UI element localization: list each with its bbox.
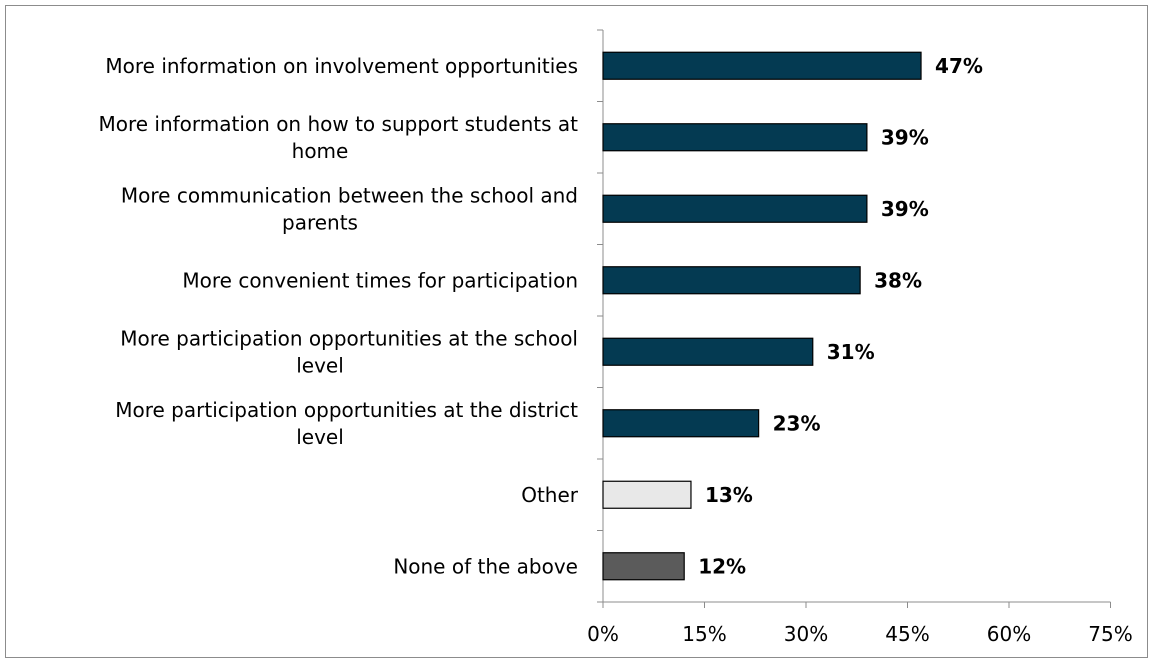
- bar: [602, 480, 692, 509]
- category-label: None of the above: [393, 554, 578, 578]
- category-label: home: [292, 139, 349, 163]
- bar: [602, 552, 685, 581]
- data-label: 47%: [935, 54, 983, 78]
- x-tick-label: 45%: [885, 622, 929, 646]
- x-tick-label: 30%: [784, 622, 828, 646]
- category-label: More information on involvement opportun…: [105, 54, 578, 78]
- category-label: More convenient times for participation: [182, 268, 578, 292]
- category-label: More information on how to support stude…: [98, 112, 578, 136]
- x-tick-label: 75%: [1088, 622, 1132, 646]
- category-label: Other: [521, 483, 579, 507]
- data-label: 39%: [881, 125, 929, 149]
- bar: [602, 123, 868, 152]
- category-label: More communication between the school an…: [121, 183, 578, 207]
- category-label: More participation opportunities at the …: [115, 398, 578, 422]
- category-label: parents: [282, 210, 358, 234]
- x-tick-label: 0%: [587, 622, 619, 646]
- bar: [602, 194, 868, 223]
- data-label: 39%: [881, 197, 929, 221]
- bar: [602, 266, 861, 295]
- category-label: level: [296, 353, 344, 377]
- data-label: 12%: [698, 554, 746, 578]
- data-label: 31%: [827, 340, 875, 364]
- data-label: 13%: [705, 483, 753, 507]
- x-tick-label: 15%: [682, 622, 726, 646]
- category-label: More participation opportunities at the …: [120, 326, 578, 350]
- bar: [602, 337, 814, 366]
- category-label: level: [296, 425, 344, 449]
- x-tick-label: 60%: [987, 622, 1031, 646]
- data-label: 38%: [874, 268, 922, 292]
- chart-frame: [5, 5, 1148, 658]
- bar: [602, 409, 760, 438]
- bar: [602, 51, 922, 80]
- data-label: 23%: [773, 411, 821, 435]
